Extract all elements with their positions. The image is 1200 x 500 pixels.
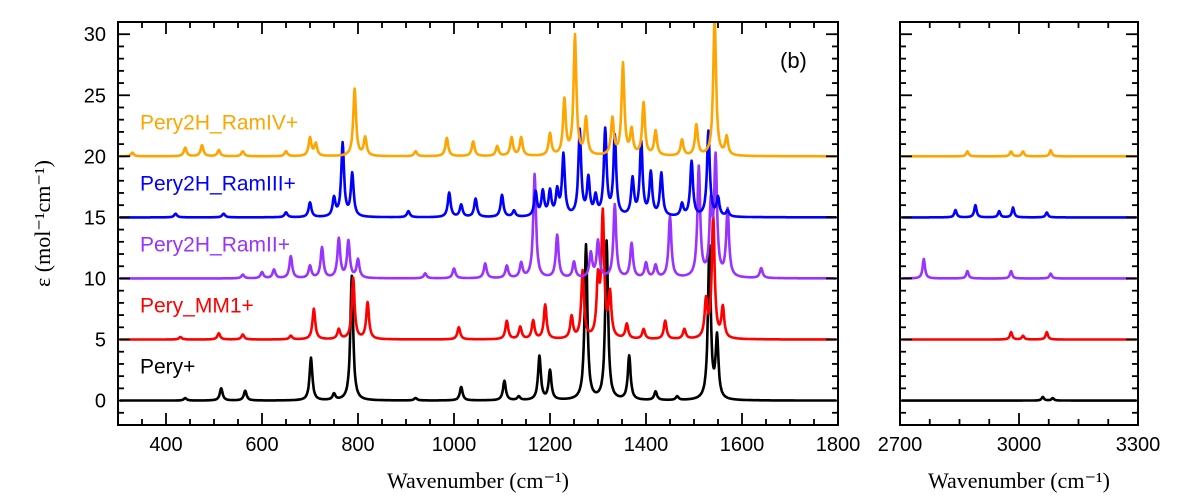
series-label-pery-mm1-: Pery_MM1+ (140, 295, 254, 318)
series-line-pery2h-ramiv--panel-2 (900, 148, 1138, 158)
series-line-pery-mm1--panel-1 (119, 207, 837, 341)
x-tick-label-panel-1: 1600 (720, 434, 765, 456)
panel-label: (b) (780, 48, 807, 73)
series-line-pery-mm1--panel-2 (900, 330, 1138, 341)
x-tick-label-panel-1: 1200 (528, 434, 573, 456)
series-line-pery2h-ramiii--panel-2 (900, 203, 1138, 219)
series-line-pery2h-ramiii--panel-1 (119, 126, 837, 219)
y-tick-label: 15 (84, 207, 106, 229)
x-tick-label-panel-1: 1400 (624, 434, 669, 456)
x-tick-label-panel-1: 1000 (432, 434, 477, 456)
x-tick-label-panel-2: 3300 (1116, 434, 1161, 456)
series-line-pery2h-ramii--panel-1 (119, 151, 837, 280)
y-axis-title: ε (mol⁻¹cm⁻¹) (30, 160, 55, 287)
y-tick-label: 20 (84, 146, 106, 168)
series-label-pery-: Pery+ (140, 356, 195, 379)
x-tick-label-panel-2: 3000 (997, 434, 1042, 456)
x-axis-title-panel-1: Wavenumber (cm⁻¹) (387, 468, 569, 493)
x-tick-label-panel-2: 2700 (878, 434, 923, 456)
x-tick-label-panel-1: 800 (341, 434, 374, 456)
series-label-pery2h-ramiii-: Pery2H_RamIII+ (140, 172, 296, 195)
x-axis-title-panel-2: Wavenumber (cm⁻¹) (928, 468, 1110, 493)
plot-frame-panel-1 (117, 21, 839, 426)
x-tick-label-panel-1: 400 (149, 434, 182, 456)
y-tick-label: 5 (95, 330, 106, 352)
x-tick-label-panel-1: 600 (245, 434, 278, 456)
series-line-pery2h-ramiv--panel-1 (119, 22, 837, 158)
series-line-pery--panel-2 (900, 395, 1138, 402)
y-tick-label: 25 (84, 85, 106, 107)
series-label-pery2h-ramiv-: Pery2H_RamIV+ (140, 111, 298, 134)
y-tick-label: 0 (95, 391, 106, 413)
y-tick-label: 30 (84, 24, 106, 46)
series-line-pery--panel-1 (119, 239, 837, 402)
series-label-pery2h-ramii-: Pery2H_RamII+ (140, 233, 290, 256)
plot-frame-panel-2 (899, 21, 1139, 426)
y-tick-label: 10 (84, 268, 106, 290)
series-line-pery2h-ramii--panel-2 (900, 257, 1138, 280)
x-tick-label-panel-1: 1800 (816, 434, 861, 456)
